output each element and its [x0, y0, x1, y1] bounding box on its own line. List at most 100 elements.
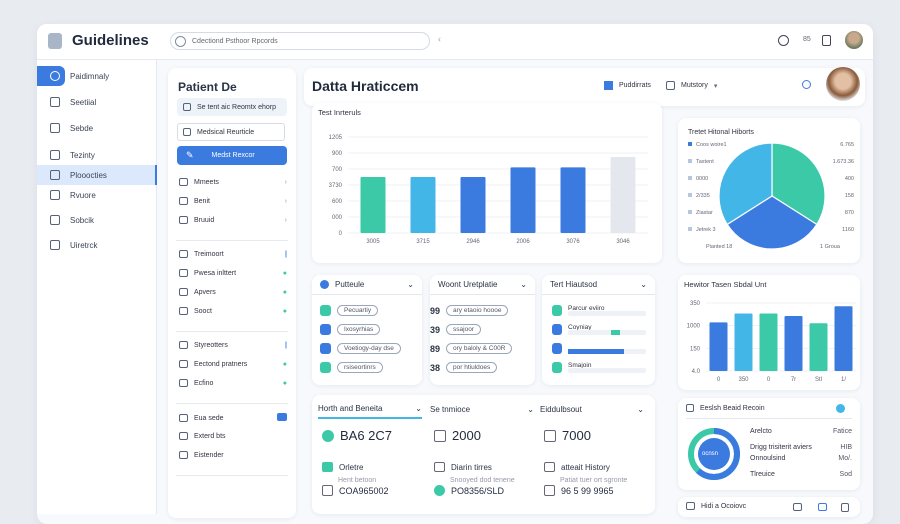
back-icon[interactable]: ‹: [438, 34, 441, 44]
notification-icon[interactable]: [802, 80, 811, 89]
list-item[interactable]: Voetiogy-day dse: [320, 343, 401, 354]
health-value: 2000: [434, 428, 481, 443]
bar[interactable]: [784, 315, 803, 371]
toolbar-btn2[interactable]: Mutstory ▾: [666, 81, 717, 90]
y-tick-label: 900: [332, 151, 343, 157]
patient-list-item[interactable]: Treimoort |: [179, 250, 287, 258]
bar[interactable]: [759, 313, 778, 371]
health-tab[interactable]: Horth and Beneita ⌄: [318, 399, 422, 419]
value-icon: [322, 485, 333, 496]
bar[interactable]: [709, 322, 728, 371]
item-icon: [544, 462, 555, 472]
patient-search-label: Se tent aic Reomtx ehorp: [197, 103, 276, 111]
bar[interactable]: [410, 177, 436, 233]
medical-field[interactable]: Medsical Reurticle: [177, 123, 285, 141]
list-item[interactable]: 99 ary etaoio hoooe: [430, 305, 509, 316]
card-title: Woont Uretplatie: [438, 280, 498, 289]
patient-list-item[interactable]: Exterd bts: [179, 432, 287, 440]
export-icon[interactable]: [822, 35, 831, 46]
bar[interactable]: [809, 323, 828, 371]
chevron-down-icon: ⌄: [415, 403, 422, 413]
item-label: Pwesa inlttert: [194, 269, 237, 277]
patient-list-item[interactable]: Mmeets ›: [179, 178, 287, 186]
bar[interactable]: [360, 177, 386, 233]
patient-list-item[interactable]: Benit ›: [179, 197, 287, 205]
patient-search[interactable]: Se tent aic Reomtx ehorp: [177, 98, 287, 116]
sidebar-item[interactable]: Sobcik: [37, 210, 157, 230]
file-icon[interactable]: [841, 503, 849, 512]
bar[interactable]: [610, 157, 636, 233]
legend-label: 0000: [696, 176, 708, 182]
pie-slice[interactable]: [726, 195, 818, 250]
sidebar-item[interactable]: Tezinty: [37, 145, 157, 165]
x-tick-label: 0: [767, 377, 771, 383]
patient-list-item[interactable]: Pwesa inlttert ●: [179, 269, 287, 277]
badge-icon[interactable]: 85: [803, 36, 811, 43]
profile-avatar[interactable]: [826, 67, 860, 101]
health-tab[interactable]: Eiddulbsout ⌄: [540, 399, 644, 419]
tab-label: Eiddulbsout: [540, 404, 582, 414]
sidebar-item[interactable]: Sebde: [37, 118, 157, 138]
sidebar-item[interactable]: Rvuore: [37, 185, 157, 205]
refresh-icon[interactable]: [836, 404, 845, 413]
item-number: 89: [430, 343, 441, 354]
chevron-down-icon: ⌄: [520, 280, 527, 289]
sidebar-item[interactable]: Paidimnaly: [37, 66, 109, 86]
sidebar-item[interactable]: Plooocties: [37, 165, 157, 185]
item-icon: [552, 324, 562, 335]
logo-icon: [48, 32, 62, 49]
item-label: Treimoort: [194, 250, 224, 258]
sidebar-item[interactable]: Seetiial: [37, 92, 157, 112]
donut-title: Eeslsh Beaid Recoin: [700, 404, 765, 412]
divider: [176, 240, 288, 241]
item-value-row: COA965002: [322, 485, 389, 496]
patient-list-item[interactable]: Eua sede: [179, 413, 287, 423]
grid-icon: [50, 170, 60, 180]
patient-list-item[interactable]: Styreotters |: [179, 341, 287, 349]
patient-list-item[interactable]: Sooct ●: [179, 307, 287, 315]
user-avatar[interactable]: [845, 31, 863, 49]
x-tick-label: Stl: [815, 377, 822, 383]
patient-list-item[interactable]: Eistender: [179, 451, 287, 459]
card-header[interactable]: Putteule ⌄: [312, 275, 422, 295]
list-item[interactable]: 39 ssajoor: [430, 324, 481, 335]
patient-list-item[interactable]: Ecfino ●: [179, 379, 287, 387]
list-item[interactable]: Ixosyrhias: [320, 324, 381, 335]
bar[interactable]: [460, 177, 486, 233]
search-input[interactable]: Cdectiond Psthoor Rpcords: [170, 32, 430, 50]
patient-list-item[interactable]: Bruuid ›: [179, 216, 287, 224]
health-item[interactable]: Orletre: [322, 462, 363, 472]
sidebar-item[interactable]: Uiretrck: [37, 235, 157, 255]
health-item[interactable]: Diarin tirres: [434, 462, 492, 472]
item-label: Eistender: [194, 451, 224, 459]
list-item[interactable]: rsiseortinrs: [320, 362, 383, 373]
list-item[interactable]: 38 por htiuldoes: [430, 362, 498, 373]
health-item[interactable]: atteait History: [544, 462, 610, 472]
card-header[interactable]: Tert Hiautsod ⌄: [542, 275, 655, 295]
list-item[interactable]: Pecuartiy: [320, 305, 379, 316]
bar[interactable]: [734, 313, 753, 371]
patient-list-item[interactable]: Eectond pratners ●: [179, 360, 287, 368]
x-tick-label: 7r: [791, 377, 796, 383]
progress-bar: [568, 330, 646, 335]
toolbar-btn1[interactable]: Puddirrats: [604, 81, 651, 90]
bar[interactable]: [834, 306, 853, 371]
health-tab[interactable]: Se tnmioce ⌄: [430, 399, 534, 419]
folder-icon: [50, 215, 60, 225]
help-icon[interactable]: [778, 35, 789, 46]
bar[interactable]: [560, 167, 586, 233]
item-pill: ary etaoio hoooe: [446, 305, 509, 316]
camera-icon[interactable]: [818, 503, 827, 511]
list-item[interactable]: 89 ory baloly & C00R: [430, 343, 513, 354]
item-icon: [179, 341, 188, 349]
patient-list-item[interactable]: Apvers ●: [179, 288, 287, 296]
card-header[interactable]: Woont Uretplatie ⌄: [430, 275, 535, 295]
y-tick-label: 4.0: [692, 369, 701, 375]
edit-icon: ✎: [186, 150, 194, 160]
print-icon[interactable]: [793, 503, 802, 511]
pie-slice[interactable]: [718, 142, 773, 226]
value-icon: [544, 485, 555, 496]
medical-record-button[interactable]: ✎ Medst Rexcor: [177, 146, 287, 165]
bar[interactable]: [510, 167, 536, 233]
status-indicator: |: [285, 341, 287, 349]
